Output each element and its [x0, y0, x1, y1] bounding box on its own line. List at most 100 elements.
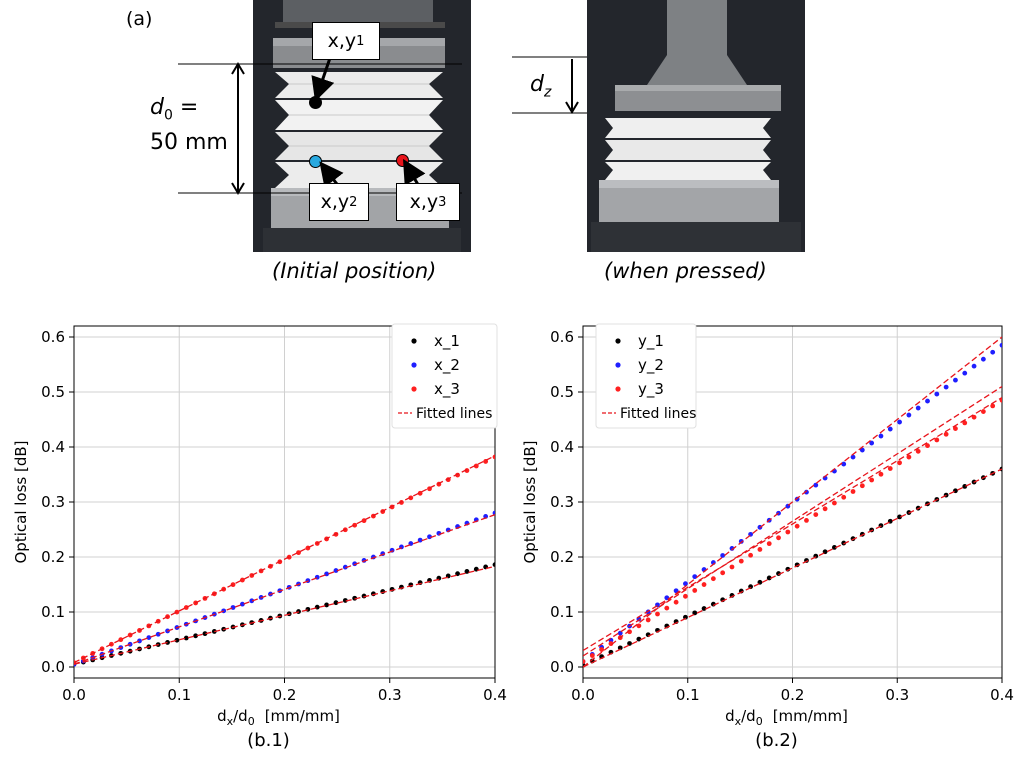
- chart-b2-fit-line: [583, 385, 1002, 657]
- chart-b2-point-y_1: [841, 540, 847, 546]
- chart-b1-point-x_2: [249, 598, 255, 604]
- chart-b2-legend-label-y_1: y_1: [638, 332, 664, 351]
- photo-when-pressed: [587, 0, 805, 252]
- chart-b1-legend-marker-x_3: [411, 386, 417, 392]
- chart-b1-point-x_3: [296, 550, 301, 556]
- chart-b1-point-x_1: [333, 600, 339, 606]
- chart-b2-xtick-label: 0.0: [571, 686, 595, 704]
- chart-b1-point-x_1: [464, 569, 470, 574]
- chart-b1-point-x_1: [165, 640, 170, 645]
- chart-b2-ytick-label: 0.0: [550, 658, 574, 676]
- chart-b1-point-x_2: [352, 561, 358, 567]
- chart-b2-legend-fit-label: Fitted lines: [620, 406, 696, 422]
- chart-b1-point-x_1: [314, 604, 320, 610]
- chart-b2-point-y_3: [729, 564, 735, 570]
- chart-b2-point-y_1: [617, 645, 623, 651]
- chart-b2-ytick-label: 0.3: [550, 493, 574, 511]
- dz-sub: z: [543, 84, 552, 101]
- chart-b2-xlabel: dx/d0 [mm/mm]: [725, 707, 848, 728]
- chart-b1-legend-label-x_3: x_3: [434, 380, 460, 399]
- label-box-x-y2: x,y 2: [309, 183, 369, 221]
- chart-b1: 0.0 0.1 0.2 0.3 0.4 0.0 0.1 0.2 0.3 0.4 0.5 0.6 x_1x…: [12, 323, 507, 751]
- chart-b2-xtick-label: 0.1: [676, 686, 700, 704]
- chart-b1-xtick-label: 0.4: [483, 686, 507, 704]
- chart-b1-point-x_3: [183, 605, 189, 610]
- chart-b2-point-y_3: [813, 512, 819, 517]
- chart-b1-point-x_3: [352, 522, 358, 528]
- chart-b2-legend: y_1 y_2 y_3 Fitted lines: [595, 323, 697, 429]
- chart-b1-xtick-label: 0.2: [273, 686, 297, 704]
- chart-b2-point-y_2: [962, 370, 968, 376]
- d0-label: d0 = 50 mm: [150, 94, 228, 157]
- chart-b2-point-y_3: [589, 653, 595, 658]
- chart-b1-fit-line: [74, 514, 495, 665]
- chart-b1-legend-fit-label: Fitted lines: [416, 406, 492, 422]
- chart-b2-point-y_2: [841, 461, 847, 467]
- chart-b1-point-x_1: [324, 602, 329, 608]
- d0-value: 50 mm: [150, 130, 228, 156]
- chart-b2-ylabel: Optical loss [dB]: [521, 440, 539, 563]
- chart-b1-point-x_2: [417, 537, 423, 543]
- chart-b2-point-y_2: [878, 433, 884, 439]
- chart-b2-point-y_3: [971, 414, 977, 420]
- chart-b2-fit-line: [583, 396, 1002, 652]
- chart-b2-legend-label-y_3: y_3: [638, 380, 664, 399]
- chart-b1-point-x_2: [333, 568, 339, 573]
- photo-pressed-drawing: [587, 0, 805, 252]
- chart-b2-data: [583, 336, 1002, 668]
- chart-b2-point-y_3: [710, 576, 716, 582]
- chart-b2-point-y_2: [925, 398, 930, 404]
- chart-b1-xtick-label: 0.3: [378, 686, 402, 704]
- chart-b2-point-y_3: [720, 570, 726, 576]
- chart-b2-point-y_1: [776, 571, 781, 576]
- chart-b1-point-x_2: [137, 638, 142, 644]
- chart-b1-point-x_2: [240, 601, 245, 607]
- chart-b1-point-x_1: [352, 595, 358, 601]
- chart-b1-point-x_3: [174, 609, 180, 615]
- chart-b2-point-y_3: [832, 500, 837, 506]
- label-x-y1-sub: 1: [356, 33, 365, 49]
- chart-b2-point-y_2: [813, 482, 819, 488]
- chart-b1-fit-line: [74, 565, 495, 665]
- chart-b1-ytick-label: 0.1: [41, 603, 65, 621]
- panel-a-label: (a): [126, 8, 153, 30]
- caption-initial-position: (Initial position): [272, 259, 437, 283]
- chart-b1-point-x_1: [183, 635, 189, 641]
- chart-b1-point-x_1: [193, 633, 199, 639]
- chart-b1-legend: x_1 x_2 x_3 Fitted lines: [391, 323, 498, 429]
- chart-b1-ytick-label: 0.6: [41, 328, 65, 346]
- chart-b2-xtick-label: 0.4: [990, 686, 1014, 704]
- chart-b1-plot-area: 0.0 0.1 0.2 0.3 0.4 0.0 0.1 0.2 0.3 0.4 0.5 0.6 x_1x…: [41, 323, 507, 704]
- chart-b2-ytick-label: 0.5: [550, 383, 574, 401]
- label-x-y3-sub: 3: [438, 194, 447, 210]
- chart-b2: 0.0 0.1 0.2 0.3 0.4 0.0 0.1 0.2 0.3 0.4 0.5 0.6 y_1y…: [521, 323, 1014, 751]
- chart-b2-point-y_3: [785, 529, 791, 535]
- chart-b2-legend-box: [595, 323, 697, 429]
- chart-b1-legend-label-x_2: x_2: [434, 356, 460, 375]
- chart-b2-point-y_3: [757, 547, 763, 552]
- chart-b2-legend-marker-y_2: [615, 362, 621, 368]
- chart-b2-point-y_2: [943, 384, 949, 390]
- chart-b2-point-y_2: [683, 581, 688, 587]
- chart-b2-point-y_3: [980, 409, 986, 414]
- chart-b2-legend-label-y_2: y_2: [638, 356, 664, 375]
- chart-b2-point-y_2: [887, 426, 893, 432]
- chart-b1-ytick-label: 0.2: [41, 548, 65, 566]
- chart-b2-point-y_3: [748, 552, 753, 558]
- chart-b2-point-y_3: [925, 443, 930, 449]
- chart-b1-ylabel: Optical loss [dB]: [12, 440, 30, 563]
- chart-b1-point-x_3: [417, 490, 423, 496]
- chart-b2-point-y_3: [850, 489, 856, 494]
- chart-b2-point-y_3: [645, 617, 651, 623]
- chart-b1-point-x_1: [342, 598, 348, 603]
- chart-b1-point-x_1: [202, 631, 208, 637]
- chart-b2-point-y_1: [897, 514, 902, 520]
- chart-b1-ytick-label: 0.5: [41, 383, 65, 401]
- chart-b1-legend-box: [391, 323, 498, 429]
- chart-b2-point-y_2: [971, 363, 977, 369]
- chart-b1-point-x_2: [146, 635, 152, 641]
- chart-b2-point-y_2: [729, 546, 735, 551]
- label-box-x-y3: x,y 3: [396, 183, 460, 221]
- chart-b1-point-x_3: [127, 632, 133, 638]
- chart-b1-point-x_1: [174, 637, 180, 643]
